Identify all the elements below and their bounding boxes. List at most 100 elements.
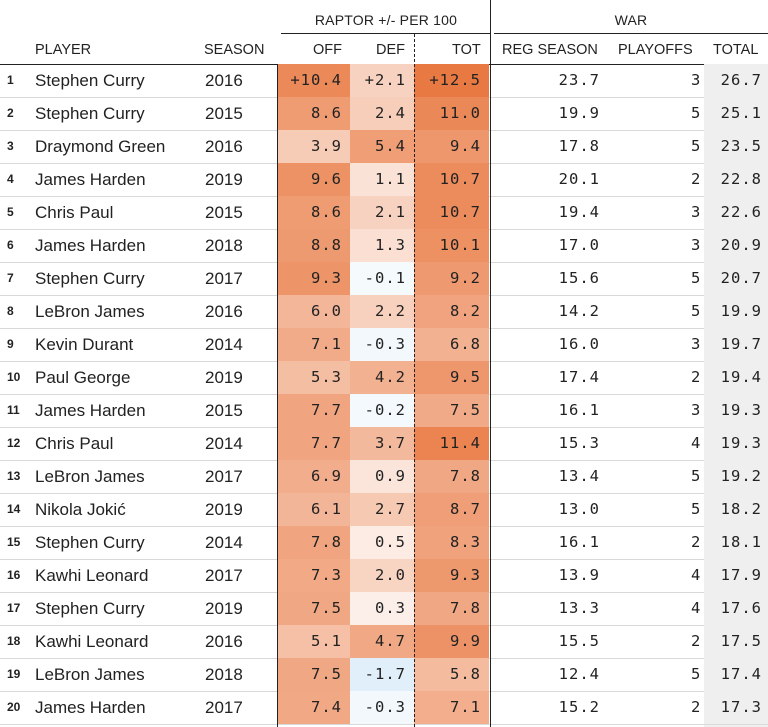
player-cell: Kawhi Leonard (35, 632, 149, 651)
def-cell: -0.3 (350, 328, 414, 361)
player-cell: Chris Paul (35, 203, 114, 222)
rank-cell: 12 (7, 436, 21, 450)
total-cell: 19.3 (704, 394, 768, 427)
rank-cell: 18 (7, 634, 21, 648)
reg-season-cell: 14.2 (558, 302, 600, 320)
tot-cell: 10.7 (414, 163, 489, 196)
off-cell: 8.8 (277, 229, 350, 262)
reg-season-cell: 13.3 (558, 599, 600, 617)
off-cell: 6.1 (277, 493, 350, 526)
reg-season-cell: 13.0 (558, 500, 600, 518)
header-playoffs: PLAYOFFS (618, 42, 693, 58)
player-cell: James Harden (35, 698, 146, 717)
total-cell: 17.6 (704, 592, 768, 625)
player-cell: Draymond Green (35, 137, 166, 156)
off-cell: 7.7 (277, 394, 350, 427)
rank-cell: 3 (7, 139, 14, 153)
rank-cell: 2 (7, 106, 14, 120)
total-cell: 19.2 (704, 460, 768, 493)
season-cell: 2019 (205, 599, 243, 618)
player-cell: Stephen Curry (35, 269, 145, 288)
total-cell: 25.1 (704, 97, 768, 130)
reg-season-cell: 16.1 (558, 401, 600, 419)
rank-cell: 13 (7, 469, 21, 483)
def-cell: 0.5 (350, 526, 414, 559)
header-off: OFF (313, 42, 342, 58)
tot-cell: 10.7 (414, 196, 489, 229)
tot-cell: 9.3 (414, 559, 489, 592)
season-cell: 2017 (205, 269, 243, 288)
def-cell: 2.1 (350, 196, 414, 229)
tot-cell: 9.5 (414, 361, 489, 394)
reg-season-cell: 15.3 (558, 434, 600, 452)
def-cell: 3.7 (350, 427, 414, 460)
season-cell: 2019 (205, 170, 243, 189)
total-cell: 20.7 (704, 262, 768, 295)
player-cell: James Harden (35, 236, 146, 255)
header-tot: TOT (452, 42, 481, 58)
header-def: DEF (376, 42, 405, 58)
reg-season-cell: 23.7 (558, 71, 600, 89)
war-left-divider (490, 0, 491, 727)
def-cell: +2.1 (350, 64, 414, 97)
tot-cell: 7.8 (414, 460, 489, 493)
rank-cell: 17 (7, 601, 21, 615)
total-cell: 17.9 (704, 559, 768, 592)
war-group-label: WAR (614, 12, 648, 28)
reg-season-cell: 15.2 (558, 698, 600, 716)
season-cell: 2016 (205, 632, 243, 651)
raptor-group-label: RAPTOR +/- PER 100 (314, 12, 458, 28)
tot-cell: 11.4 (414, 427, 489, 460)
def-cell: 2.2 (350, 295, 414, 328)
def-cell: 2.7 (350, 493, 414, 526)
season-cell: 2015 (205, 203, 243, 222)
def-cell: 1.1 (350, 163, 414, 196)
tot-cell: 7.5 (414, 394, 489, 427)
def-cell: -0.1 (350, 262, 414, 295)
total-cell: 17.5 (704, 625, 768, 658)
rank-cell: 19 (7, 667, 21, 681)
season-cell: 2018 (205, 236, 243, 255)
off-cell: 7.5 (277, 658, 350, 691)
reg-season-cell: 16.0 (558, 335, 600, 353)
rank-cell: 16 (7, 568, 21, 582)
player-cell: LeBron James (35, 665, 145, 684)
player-cell: James Harden (35, 170, 146, 189)
off-cell: 7.7 (277, 427, 350, 460)
rank-cell: 14 (7, 502, 21, 516)
season-cell: 2017 (205, 698, 243, 717)
column-header-row: PLAYER SEASON OFF DEF TOT REG SEASON PLA… (0, 34, 768, 65)
off-cell: 7.3 (277, 559, 350, 592)
total-cell: 20.9 (704, 229, 768, 262)
season-cell: 2017 (205, 467, 243, 486)
reg-season-cell: 19.4 (558, 203, 600, 221)
total-cell: 22.6 (704, 196, 768, 229)
player-cell: LeBron James (35, 467, 145, 486)
def-cell: 5.4 (350, 130, 414, 163)
season-cell: 2019 (205, 500, 243, 519)
season-cell: 2014 (205, 533, 243, 552)
war-group-underline (494, 33, 768, 34)
off-cell: 6.9 (277, 460, 350, 493)
off-cell: 7.5 (277, 592, 350, 625)
tot-cell: +12.5 (414, 64, 489, 97)
def-cell: 0.9 (350, 460, 414, 493)
player-cell: James Harden (35, 401, 146, 420)
rank-cell: 7 (7, 271, 14, 285)
reg-season-cell: 17.4 (558, 368, 600, 386)
def-cell: 0.3 (350, 592, 414, 625)
off-cell: +10.4 (277, 64, 350, 97)
total-cell: 18.1 (704, 526, 768, 559)
def-cell: 4.7 (350, 625, 414, 658)
season-cell: 2016 (205, 302, 243, 321)
